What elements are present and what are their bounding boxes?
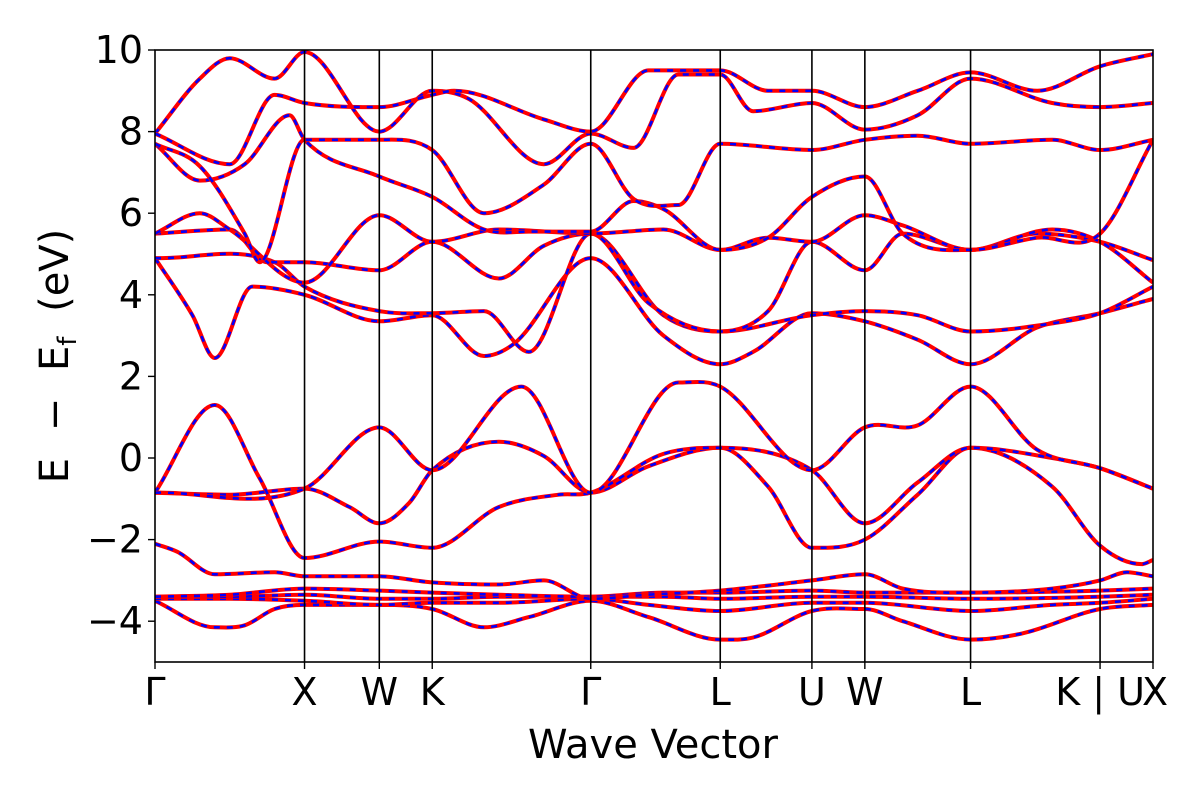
x-tick-label-8: L bbox=[960, 670, 981, 714]
band-14-dashed bbox=[155, 134, 1153, 264]
x-tick-label-5: L bbox=[710, 670, 731, 714]
y-label-unit: (eV) bbox=[32, 229, 78, 312]
x-tick-label-7: W bbox=[846, 670, 884, 714]
y-label-energy: E bbox=[32, 458, 78, 483]
band-10-dashed bbox=[155, 232, 1153, 354]
band-15-solid bbox=[155, 50, 1153, 167]
y-tick-label-7: 10 bbox=[95, 28, 143, 72]
y-label-minus: − bbox=[32, 398, 78, 432]
plot-frame bbox=[154, 49, 1154, 663]
y-tick-label-6: 8 bbox=[119, 110, 143, 154]
y-tick-label-4: 4 bbox=[119, 273, 143, 317]
x-tick-label-6: U bbox=[798, 670, 826, 714]
y-tick-label-3: 2 bbox=[119, 354, 143, 398]
y-tick-label-0: −4 bbox=[87, 599, 143, 643]
band-11-dashed bbox=[155, 228, 1153, 333]
x-tick-label-1: X bbox=[292, 670, 318, 714]
band-1-dashed bbox=[155, 599, 1153, 641]
x-tick-label-9: K | U bbox=[1055, 670, 1145, 715]
band-8-dashed bbox=[155, 380, 1153, 501]
y-axis-label: E − Ef (eV) bbox=[32, 229, 86, 484]
x-tick-label-3: K bbox=[420, 670, 446, 714]
x-axis-label: Wave Vector bbox=[528, 722, 779, 768]
y-label-fermi: E bbox=[32, 346, 78, 371]
band-5-dashed bbox=[155, 542, 1153, 601]
y-tick-label-5: 6 bbox=[119, 191, 143, 235]
x-tick-label-4: Γ bbox=[580, 670, 601, 714]
band-6-dashed bbox=[155, 440, 1153, 566]
band-2-dashed bbox=[155, 597, 1153, 613]
y-label-fermi-subscript: f bbox=[53, 336, 83, 346]
k-point-lines bbox=[303, 50, 1101, 662]
x-tick-label-0: Γ bbox=[144, 670, 165, 714]
y-tick-label-2: 0 bbox=[119, 436, 143, 480]
y-axis-ticks: −4 −2 0 2 4 6 8 10 bbox=[87, 28, 155, 643]
band-9-dashed bbox=[155, 256, 1153, 366]
y-tick-label-1: −2 bbox=[87, 518, 143, 562]
x-tick-label-10: X bbox=[1142, 670, 1168, 714]
x-tick-label-2: W bbox=[361, 670, 399, 714]
